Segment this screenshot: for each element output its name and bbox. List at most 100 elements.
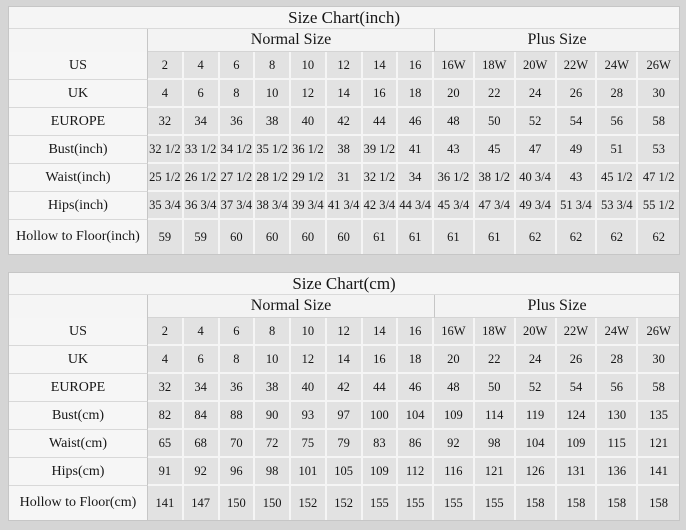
size-cell: 14 — [326, 346, 363, 374]
size-cell: 28 — [597, 346, 639, 374]
size-cell: 28 1/2 — [255, 164, 291, 192]
size-cell: 119 — [515, 402, 557, 430]
row-label: EUROPE — [9, 374, 148, 402]
size-cell: 10 — [291, 52, 327, 80]
size-cell: 32 — [148, 108, 184, 136]
size-cell: 158 — [638, 486, 680, 520]
size-cell: 18 — [398, 80, 434, 108]
size-cell: 45 — [474, 136, 516, 164]
size-cell: 55 1/2 — [638, 192, 680, 220]
size-cell: 50 — [474, 374, 516, 402]
table-title: Size Chart(cm) — [9, 273, 680, 295]
size-chart-cm-table: Size Chart(cm) Normal Size Plus Size US 2 4 6 8… — [8, 272, 681, 521]
table-row: UK 4 6 8 10 12 14 16 18 20 22 24 26 28 30 — [9, 346, 680, 374]
size-cell: 60 — [255, 220, 291, 254]
size-cell: 36 — [219, 108, 256, 136]
size-cell: 10 — [255, 80, 291, 108]
group-header-plus-size: Plus Size — [434, 29, 680, 52]
size-cell: 124 — [556, 402, 598, 430]
size-cell: 6 — [219, 318, 256, 346]
size-cell: 60 — [291, 220, 327, 254]
size-cell: 20W — [515, 318, 557, 346]
size-cell: 33 1/2 — [183, 136, 220, 164]
size-cell: 20W — [515, 52, 557, 80]
size-cell: 30 — [638, 346, 680, 374]
size-cell: 62 — [556, 220, 598, 254]
size-cell: 6 — [183, 80, 220, 108]
size-cell: 60 — [326, 220, 363, 254]
size-cell: 155 — [398, 486, 434, 520]
size-cell: 38 — [255, 374, 291, 402]
size-cell: 34 — [398, 164, 434, 192]
table-row: UK 4 6 8 10 12 14 16 18 20 22 24 26 28 30 — [9, 80, 680, 108]
size-cell: 62 — [638, 220, 680, 254]
size-cell: 52 — [515, 108, 557, 136]
size-cell: 75 — [291, 430, 327, 458]
table-row: EUROPE 32 34 36 38 40 42 44 46 48 50 52 54 56 58 — [9, 108, 680, 136]
row-label: US — [9, 52, 148, 80]
size-cell: 29 1/2 — [291, 164, 327, 192]
size-cell: 18W — [474, 52, 516, 80]
row-label: UK — [9, 80, 148, 108]
size-cell: 46 — [398, 108, 434, 136]
row-label: Waist(inch) — [9, 164, 148, 192]
size-cell: 31 — [326, 164, 363, 192]
size-cell: 6 — [219, 52, 256, 80]
size-cell: 16 — [398, 318, 434, 346]
group-header-plus-size: Plus Size — [434, 295, 680, 318]
size-cell: 32 1/2 — [362, 164, 399, 192]
size-cell: 39 1/2 — [362, 136, 399, 164]
size-cell: 48 — [434, 108, 475, 136]
size-cell: 136 — [597, 458, 639, 486]
size-cell: 49 — [556, 136, 598, 164]
size-cell: 30 — [638, 80, 680, 108]
size-cell: 155 — [474, 486, 516, 520]
table-row: Hips(cm) 91 92 96 98 101 105 109 112 116 121 126 131… — [9, 458, 680, 486]
size-cell: 8 — [255, 318, 291, 346]
size-cell: 22W — [556, 52, 598, 80]
size-cell: 41 3/4 — [326, 192, 363, 220]
size-cell: 101 — [291, 458, 327, 486]
size-cell: 58 — [638, 108, 680, 136]
size-cell: 126 — [515, 458, 557, 486]
size-cell: 10 — [255, 346, 291, 374]
size-cell: 141 — [638, 458, 680, 486]
size-cell: 46 — [398, 374, 434, 402]
size-cell: 121 — [638, 430, 680, 458]
size-cell: 22 — [474, 346, 516, 374]
size-cell: 12 — [291, 346, 327, 374]
size-chart-inch-table: Size Chart(inch) Normal Size Plus Size US 2 4… — [8, 6, 681, 255]
size-cell: 155 — [362, 486, 399, 520]
size-cell: 90 — [255, 402, 291, 430]
size-cell: 86 — [398, 430, 434, 458]
size-cell: 53 3/4 — [597, 192, 639, 220]
size-cell: 42 — [326, 108, 363, 136]
size-cell: 38 — [326, 136, 363, 164]
size-cell: 41 — [398, 136, 434, 164]
size-cell: 24 — [515, 346, 557, 374]
size-cell: 43 — [434, 136, 475, 164]
size-cell: 47 3/4 — [474, 192, 516, 220]
size-cell: 47 — [515, 136, 557, 164]
size-cell: 68 — [183, 430, 220, 458]
size-cell: 52 — [515, 374, 557, 402]
size-cell: 35 3/4 — [148, 192, 184, 220]
size-cell: 92 — [434, 430, 475, 458]
size-cell: 130 — [597, 402, 639, 430]
size-cell: 53 — [638, 136, 680, 164]
size-cell: 4 — [148, 80, 184, 108]
size-cell: 49 3/4 — [515, 192, 557, 220]
size-cell: 14 — [326, 80, 363, 108]
size-cell: 83 — [362, 430, 399, 458]
size-cell: 62 — [515, 220, 557, 254]
size-cell: 56 — [597, 108, 639, 136]
size-cell: 61 — [398, 220, 434, 254]
size-cell: 36 1/2 — [291, 136, 327, 164]
corner-cell — [9, 295, 148, 318]
size-cell: 98 — [255, 458, 291, 486]
row-label: Bust(inch) — [9, 136, 148, 164]
size-cell: 24W — [597, 52, 639, 80]
table-row: EUROPE 32 34 36 38 40 42 44 46 48 50 52 54 56 58 — [9, 374, 680, 402]
row-label: Hips(cm) — [9, 458, 148, 486]
